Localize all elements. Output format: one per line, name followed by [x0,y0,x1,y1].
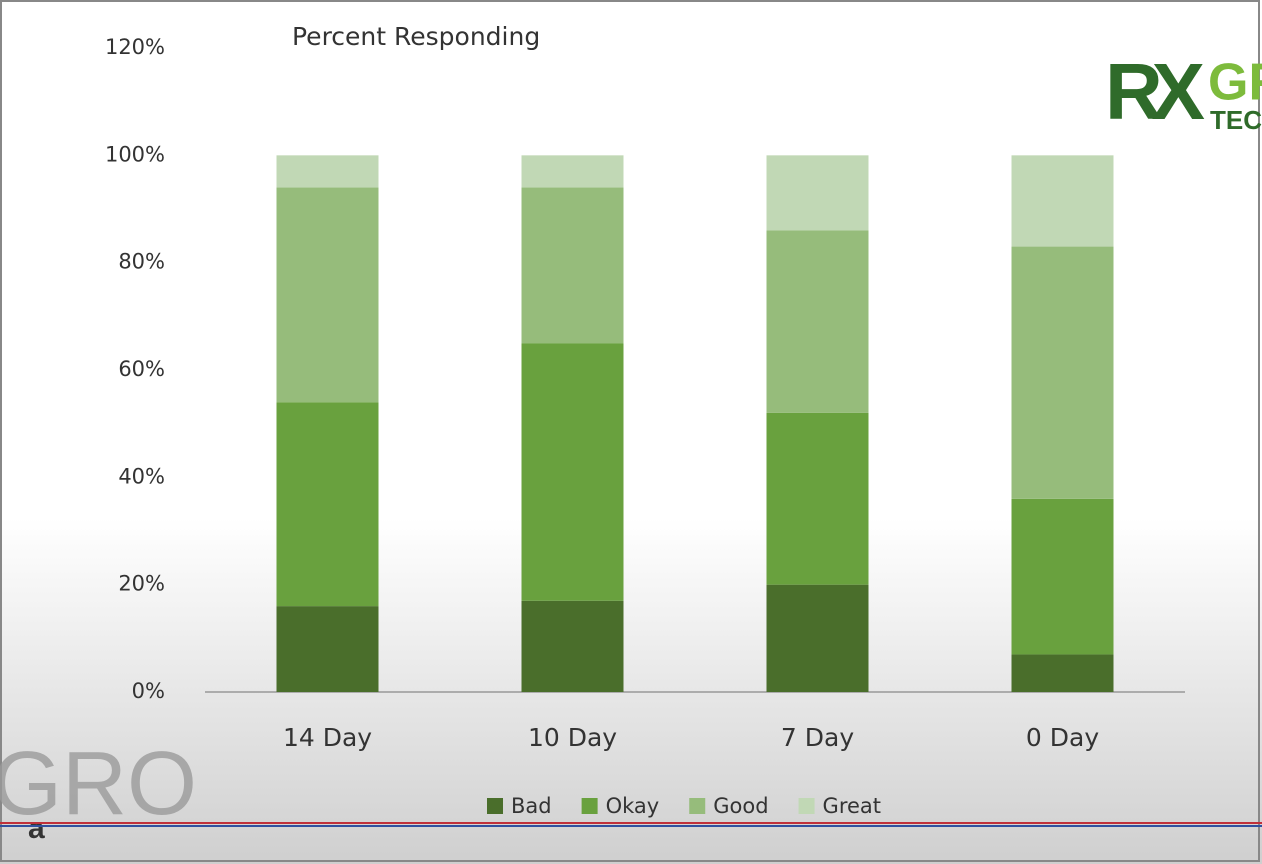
x-tick-label: 10 Day [528,723,617,752]
bar-segment [1011,155,1114,247]
y-tick-label: 100% [105,142,165,166]
bar-segment [766,155,869,231]
y-tick-label: 120% [105,35,165,59]
legend-label: Great [823,794,881,818]
logo-sub: TECH [1210,105,1262,135]
bar-segment [766,230,869,413]
y-tick-label: 0% [132,679,165,703]
bar-segment [276,187,379,403]
bar-segment [276,606,379,692]
y-tick-label: 80% [118,250,165,274]
bar-segment [276,402,379,607]
bar-segment [521,343,624,601]
legend-label: Okay [606,794,660,818]
logo-word: GR [1208,54,1262,112]
legend-swatch [487,798,503,814]
legend-label: Good [713,794,768,818]
y-tick-label: 20% [118,572,165,596]
y-tick-label: 40% [118,464,165,488]
x-tick-label: 0 Day [1026,723,1099,752]
legend-swatch [798,798,815,814]
logo-mark: RX [1105,47,1205,136]
bar-segment [766,584,869,692]
watermark: GRO [0,734,197,834]
bar-segment [521,187,624,344]
bar-segment [1011,498,1114,655]
chart-title: Percent Responding [292,22,540,51]
bar-segment [276,155,379,188]
bar-segment [1011,246,1114,499]
legend-label: Bad [511,794,552,818]
y-tick-label: 60% [118,357,165,381]
bar-segment [766,412,869,585]
bar-segment [1011,654,1114,692]
x-tick-label: 14 Day [283,723,372,752]
x-tick-label: 7 Day [781,723,854,752]
caption: a [28,812,45,845]
bar-segment [521,600,624,692]
bar-segment [521,155,624,188]
legend-swatch [689,798,706,814]
legend-swatch [581,798,598,814]
